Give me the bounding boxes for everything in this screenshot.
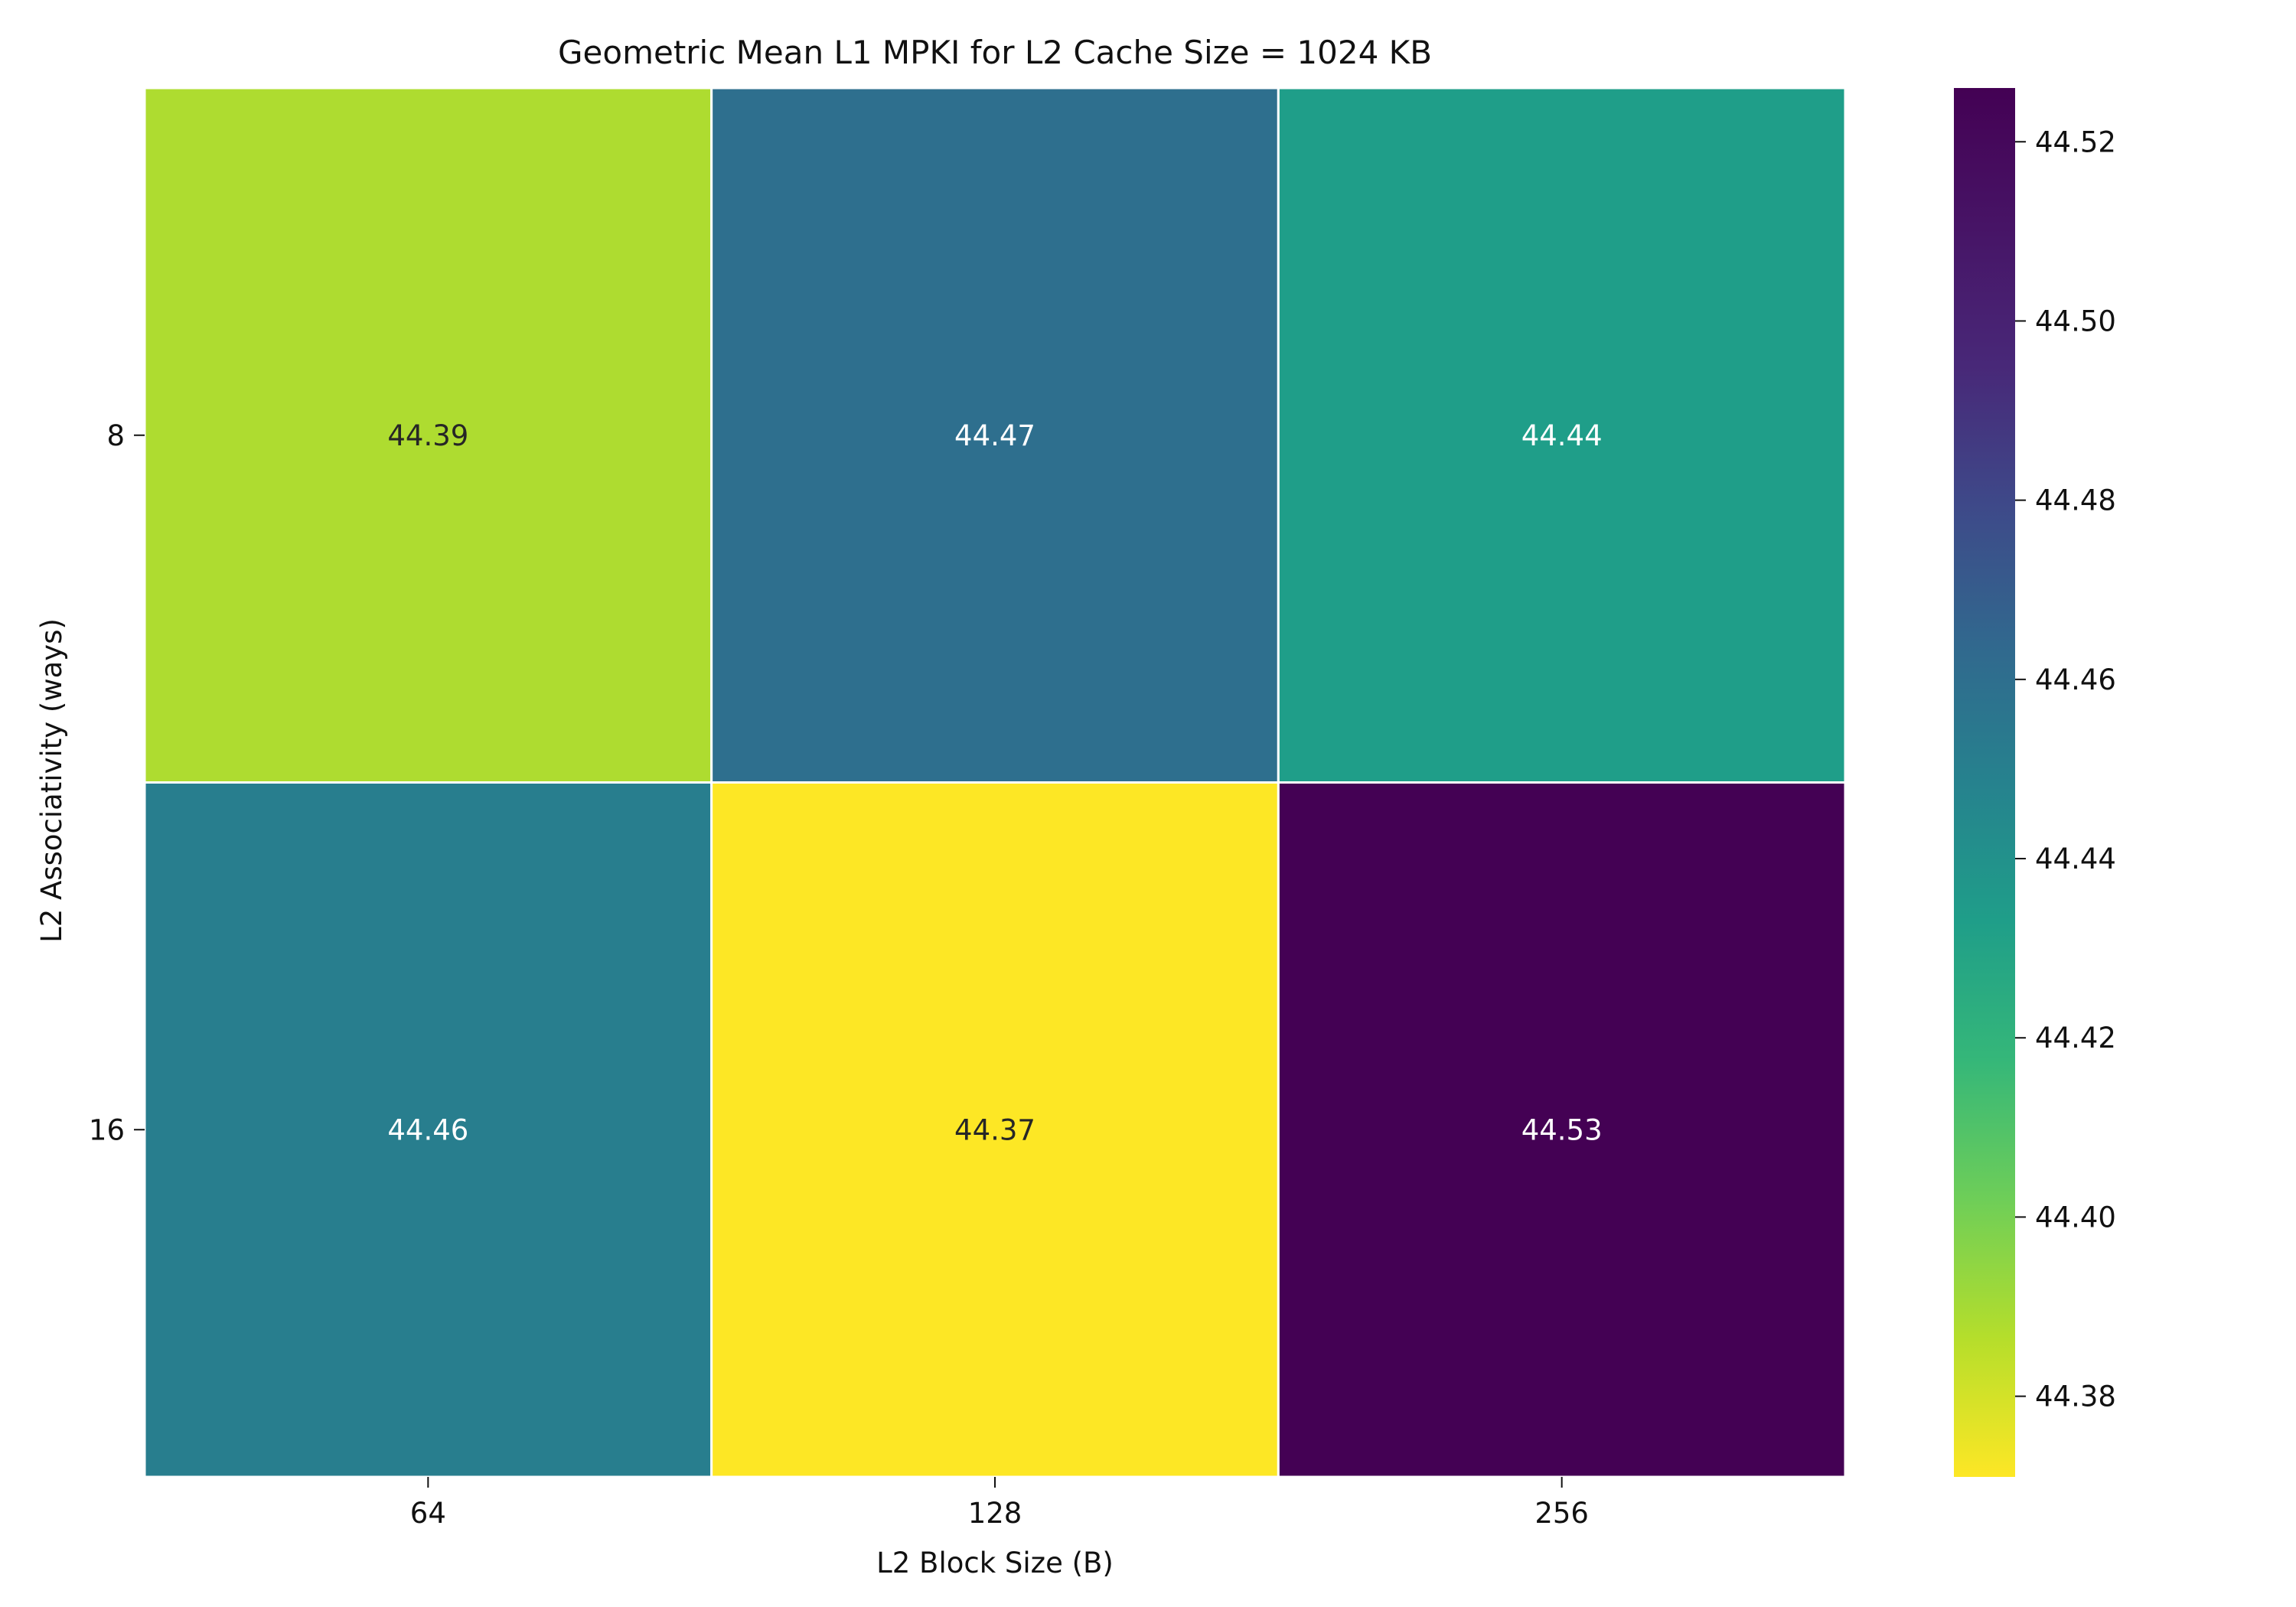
colorbar-tick-label: 44.52 — [2035, 125, 2116, 158]
colorbar-tick-label: 44.44 — [2035, 843, 2116, 875]
y-axis: 8 16 — [89, 419, 145, 1146]
heatmap-cell — [143, 86, 713, 784]
chart-title: Geometric Mean L1 MPKI for L2 Cache Size… — [558, 34, 1432, 71]
colorbar-tick-label: 44.46 — [2035, 663, 2116, 696]
colorbar-tick-label: 44.50 — [2035, 305, 2116, 337]
heatmap-cell — [1277, 781, 1847, 1478]
heatmap-cell — [143, 781, 713, 1478]
colorbar-ticks: 44.38 44.40 44.42 44.44 44.46 44.48 44.50 44.52 — [2015, 125, 2116, 1413]
x-tick-label: 128 — [968, 1497, 1022, 1530]
heatmap-cell — [710, 86, 1280, 784]
x-tick-label: 256 — [1534, 1497, 1589, 1530]
colorbar — [1954, 88, 2015, 1477]
cell-value-label: 44.37 — [954, 1113, 1035, 1146]
cell-value-label: 44.53 — [1521, 1113, 1603, 1146]
x-axis: 64 128 256 — [410, 1477, 1589, 1530]
y-axis-label: L2 Associativity (ways) — [35, 618, 68, 943]
y-tick-label: 8 — [106, 419, 125, 452]
cell-value-label: 44.47 — [954, 419, 1035, 452]
heatmap-cell — [1277, 86, 1847, 784]
heatmap-cells — [143, 86, 1847, 1478]
cell-value-label: 44.44 — [1521, 419, 1603, 452]
cell-value-label: 44.46 — [387, 1113, 468, 1146]
heatmap-cell-labels: 44.39 44.47 44.44 44.46 44.37 44.53 — [387, 419, 1602, 1147]
heatmap-cell — [710, 781, 1280, 1478]
colorbar-tick-label: 44.38 — [2035, 1380, 2116, 1413]
colorbar-tick-label: 44.48 — [2035, 484, 2116, 517]
y-tick-label: 16 — [89, 1113, 125, 1146]
x-axis-label: L2 Block Size (B) — [876, 1547, 1114, 1579]
colorbar-tick-label: 44.40 — [2035, 1201, 2116, 1234]
cell-value-label: 44.39 — [387, 419, 468, 452]
colorbar-tick-label: 44.42 — [2035, 1022, 2116, 1054]
x-tick-label: 64 — [410, 1497, 446, 1530]
